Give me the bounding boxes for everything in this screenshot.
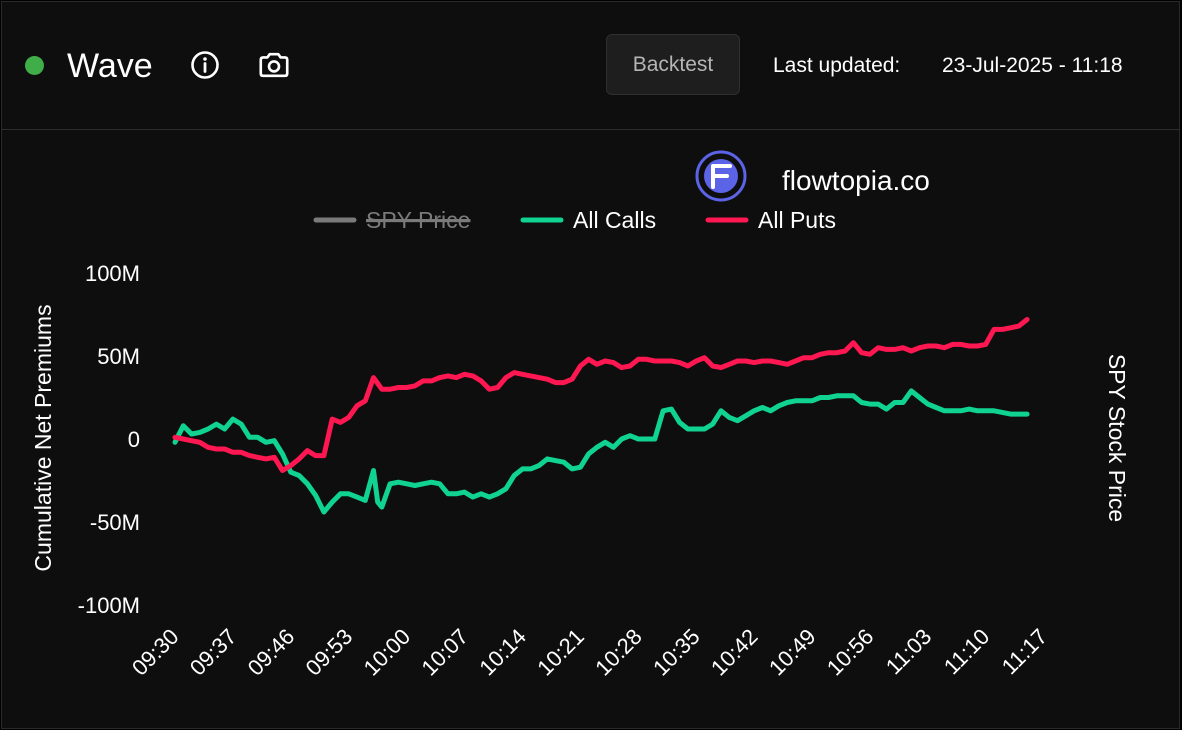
- last-updated-label: Last updated:: [773, 54, 901, 77]
- x-tick-label: 09:30: [127, 624, 184, 681]
- x-tick-label: 10:28: [590, 624, 647, 681]
- legend-item[interactable]: All Calls: [573, 207, 656, 233]
- y2-axis-label: SPY Stock Price: [1104, 354, 1130, 522]
- series-layer: [172, 317, 1030, 515]
- x-axis-ticks: 09:30 09:37 09:46 09:53 10:00 10:07 10:14 10:21…: [127, 624, 1052, 681]
- x-tick-label: 10:00: [359, 624, 416, 681]
- y-tick-label: -50M: [90, 510, 140, 535]
- page-title: Wave: [67, 47, 153, 85]
- legend-item[interactable]: All Puts: [758, 207, 836, 233]
- brand-logo-ring: [695, 150, 747, 202]
- y-tick-label: 50M: [97, 344, 140, 369]
- x-tick-label: 11:03: [881, 624, 936, 679]
- x-tick-label: 10:56: [822, 624, 879, 681]
- y-axis-label: Cumulative Net Premiums: [30, 304, 56, 571]
- camera-icon[interactable]: [257, 48, 291, 82]
- x-tick-label: 09:46: [243, 624, 300, 681]
- y-tick-label: -100M: [78, 593, 140, 618]
- x-tick-label: 10:49: [764, 624, 821, 681]
- y-tick-label: 100M: [85, 261, 140, 286]
- x-tick-label: 10:35: [648, 624, 705, 681]
- header-bar: Wave Backtest Last updated: 23-Jul-2025 …: [2, 2, 1179, 130]
- backtest-button[interactable]: Backtest: [606, 34, 740, 95]
- brand-logo-glyph: [711, 164, 732, 189]
- brand-name: flowtopia.co: [782, 165, 930, 196]
- y-tick-label: 0: [128, 427, 140, 452]
- x-tick-label: 10:42: [706, 624, 763, 681]
- last-updated-value: 23-Jul-2025 - 11:18: [942, 54, 1123, 77]
- x-tick-label: 10:07: [416, 624, 473, 681]
- chart-legend: SPY Price All Calls All Puts: [313, 207, 836, 233]
- x-tick-label: 10:21: [532, 624, 589, 681]
- y-axis-ticks: 100M 50M 0 -50M -100M: [78, 261, 140, 618]
- x-tick-label: 11:10: [939, 624, 994, 679]
- series-line-all-puts: [172, 317, 1030, 473]
- series-line-all-calls: [172, 388, 1030, 515]
- status-indicator: [25, 56, 44, 75]
- x-tick-label: 09:53: [301, 624, 358, 681]
- brand-logo: [695, 150, 747, 202]
- x-tick-label: 09:37: [185, 624, 242, 681]
- x-tick-label: 10:14: [474, 624, 531, 681]
- info-icon[interactable]: [188, 48, 222, 82]
- x-tick-label: 11:17: [997, 624, 1052, 679]
